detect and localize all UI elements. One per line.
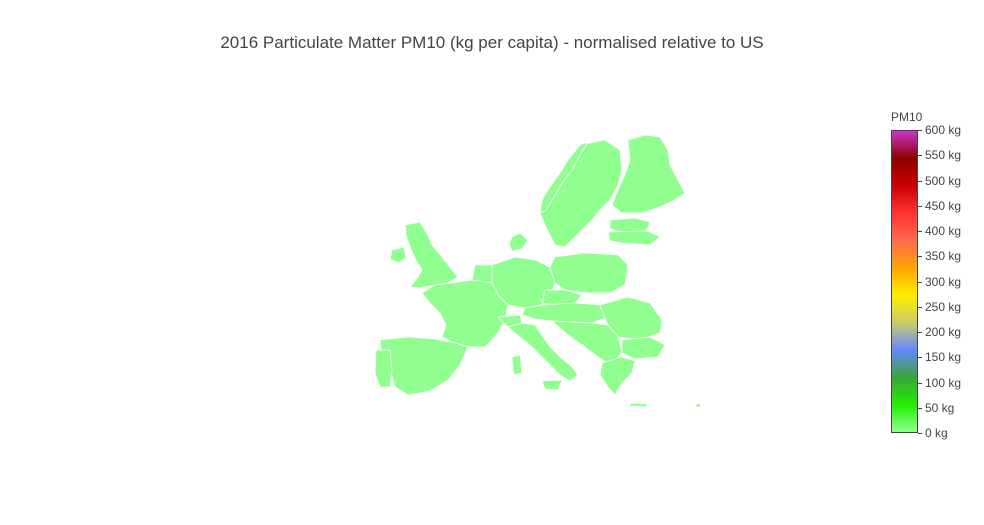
colorbar-tick-label: 200 kg [925, 325, 962, 339]
colorbar-tick-label: 300 kg [925, 274, 962, 289]
colorbar-tick-label: 250 kg [925, 299, 962, 314]
country-italy[interactable] [507, 322, 579, 382]
europe-choropleth-map[interactable] [360, 125, 700, 415]
colorbar-tick-label: 350 kg [925, 249, 962, 264]
colorbar-tick-mark [918, 256, 922, 258]
country-finland[interactable] [611, 134, 686, 214]
country-denmark[interactable] [508, 232, 529, 252]
country-sicily[interactable] [541, 379, 563, 391]
colorbar-tick-label: 400 kg [925, 224, 962, 238]
colorbar-tick-label: 100 kg [925, 375, 962, 390]
colorbar-tick-label: 50 kg [925, 400, 955, 415]
colorbar-tick-label: 600 kg [925, 123, 962, 137]
colorbar-tick-mark [918, 407, 922, 409]
colorbar-gradient [891, 130, 918, 433]
country-cyprus[interactable] [695, 403, 700, 408]
country-latvia[interactable] [607, 230, 661, 246]
colorbar-tick-mark [918, 281, 922, 283]
country-norway-coast[interactable] [539, 141, 589, 214]
colorbar-tick-mark [918, 382, 922, 384]
colorbar-tick-label: 550 kg [925, 148, 962, 163]
country-estonia[interactable] [609, 217, 651, 233]
colorbar-tick-mark [918, 205, 922, 207]
colorbar-tick-mark [918, 357, 922, 359]
colorbar-tick-mark [918, 231, 922, 232]
country-ireland[interactable] [389, 246, 407, 264]
country-spain[interactable] [379, 336, 469, 396]
colorbar-tick-label: 0 kg [925, 426, 948, 440]
country-sardinia[interactable] [511, 354, 523, 376]
country-crete[interactable] [629, 402, 649, 408]
colorbar-tick-label: 150 kg [925, 350, 962, 365]
country-bulgaria[interactable] [621, 336, 666, 360]
country-france[interactable] [421, 279, 509, 348]
colorbar-tick-mark [918, 433, 922, 434]
country-portugal[interactable] [374, 349, 393, 388]
colorbar-tick-mark [918, 130, 922, 131]
map-title: 2016 Particulate Matter PM10 (kg per cap… [220, 33, 764, 52]
colorbar-tick-label: 500 kg [925, 173, 962, 188]
country-austria-hungary[interactable] [521, 302, 609, 324]
country-uk[interactable] [404, 221, 459, 289]
colorbar-tick-label: 450 kg [925, 198, 962, 213]
colorbar-tick-mark [918, 306, 922, 308]
colorbar-tick-mark [918, 180, 922, 182]
colorbar-tick-mark [918, 155, 922, 157]
colorbar-title: PM10 [891, 110, 923, 124]
country-greece[interactable] [599, 356, 636, 396]
colorbar-tick-mark [918, 332, 922, 333]
country-poland[interactable] [549, 252, 629, 294]
